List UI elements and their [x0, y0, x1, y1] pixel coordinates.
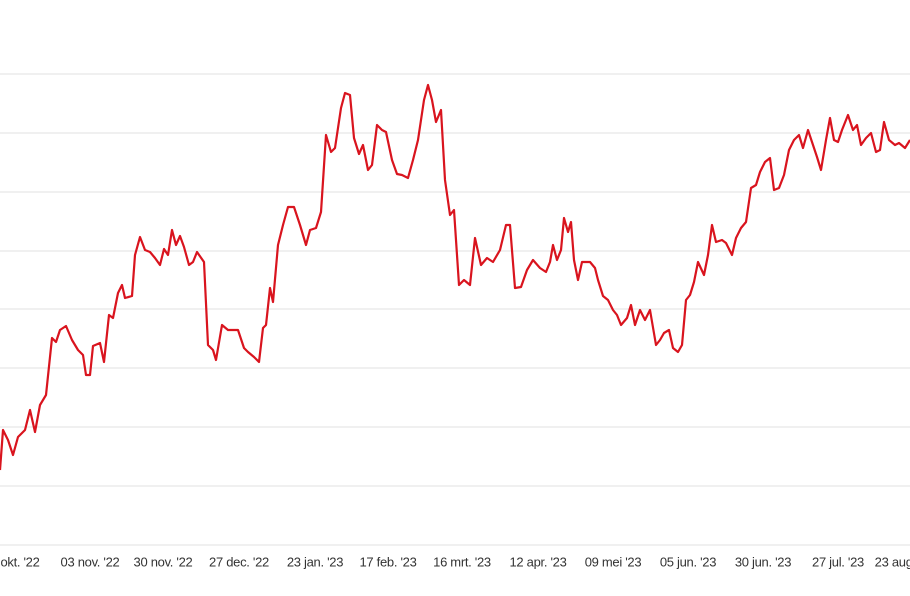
x-tick-label: 30 jun. '23: [735, 554, 791, 569]
x-tick-label: 09 mei '23: [585, 554, 642, 569]
x-tick-label: 27 dec. '22: [209, 554, 269, 569]
x-tick-label: 16 mrt. '23: [433, 554, 491, 569]
x-tick-label: 12 apr. '23: [509, 554, 566, 569]
x-tick-label: 03 nov. '22: [61, 554, 120, 569]
x-tick-label: okt. '22: [0, 554, 39, 569]
x-tick-label: 23 aug. '23: [875, 554, 910, 569]
x-tick-label: 30 nov. '22: [134, 554, 193, 569]
x-tick-label: 05 jun. '23: [660, 554, 716, 569]
x-tick-label: 27 jul. '23: [812, 554, 864, 569]
x-tick-label: 23 jan. '23: [287, 554, 343, 569]
x-tick-label: 17 feb. '23: [359, 554, 416, 569]
line: [0, 83, 910, 471]
